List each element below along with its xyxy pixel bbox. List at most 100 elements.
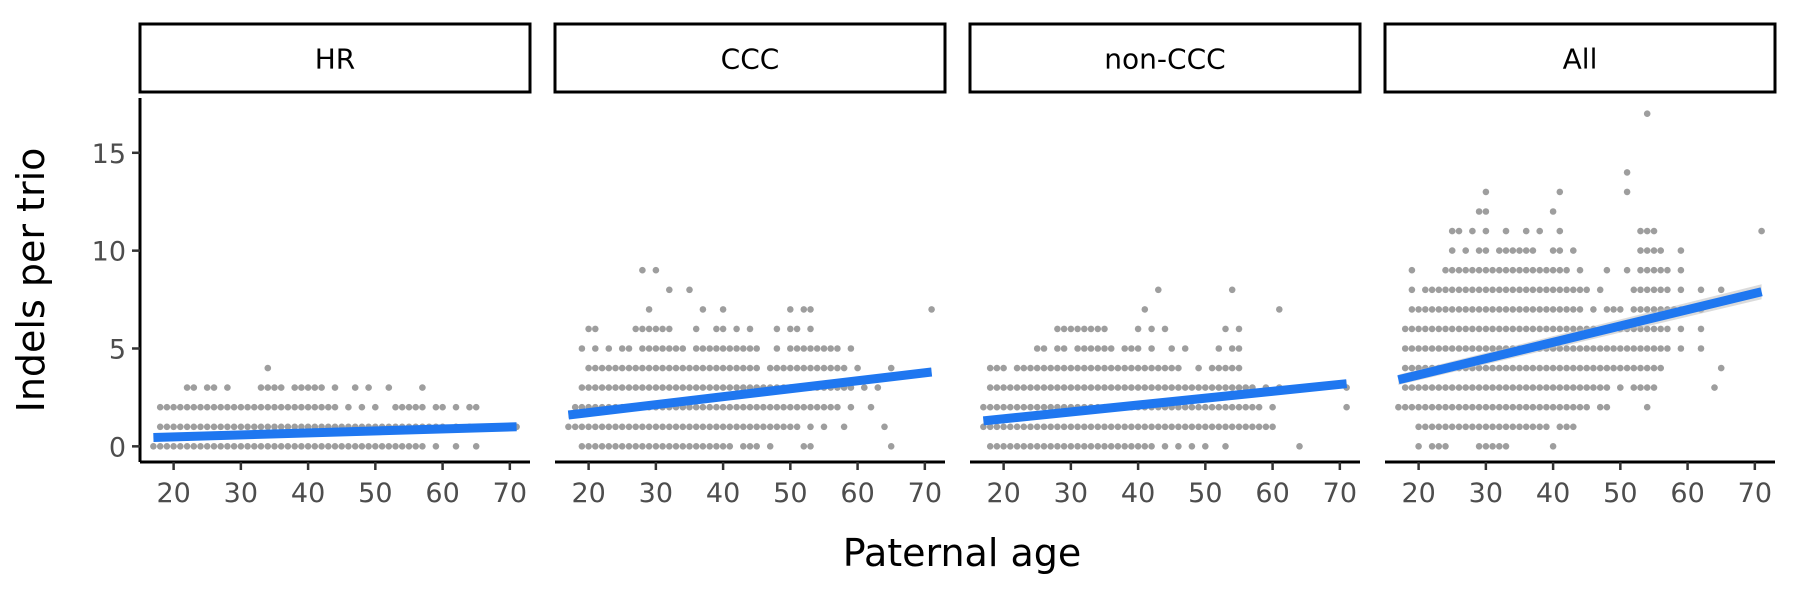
data-point (405, 403, 413, 411)
data-point (1543, 384, 1550, 391)
data-point (1469, 325, 1476, 333)
data-point (203, 403, 211, 411)
data-point (1148, 345, 1155, 352)
data-point (585, 384, 592, 391)
data-point (807, 403, 814, 411)
data-point (1442, 423, 1449, 431)
data-point (1475, 208, 1483, 215)
data-point (1630, 364, 1638, 372)
data-point (1000, 443, 1007, 450)
data-point (1074, 443, 1081, 450)
data-point (1202, 443, 1209, 450)
data-point (1623, 345, 1631, 352)
data-point (210, 384, 218, 391)
data-point (1087, 325, 1095, 333)
data-point (1610, 306, 1617, 313)
data-point (1643, 384, 1651, 391)
facet-title: non-CCC (1104, 43, 1225, 76)
data-point (1047, 423, 1054, 431)
data-point (1617, 306, 1624, 313)
data-point (1637, 345, 1644, 352)
data-point (672, 364, 680, 372)
facet-strip (968, 22, 1362, 94)
data-point (1482, 364, 1490, 372)
data-point (625, 423, 633, 431)
data-point (392, 403, 399, 411)
data-point (578, 345, 586, 352)
data-point (1181, 403, 1189, 411)
data-point (1054, 364, 1061, 372)
data-point (1276, 306, 1283, 313)
data-point (385, 384, 393, 391)
data-point (1637, 286, 1644, 294)
data-point (1603, 403, 1611, 411)
data-point (753, 345, 760, 352)
data-point (645, 306, 653, 313)
data-point (1529, 403, 1537, 411)
data-point (1469, 403, 1476, 411)
data-point (719, 306, 727, 313)
data-point (1087, 384, 1095, 391)
data-point (1637, 247, 1644, 254)
data-point (592, 443, 599, 450)
data-point (163, 423, 171, 431)
data-point (224, 403, 231, 411)
x-tick-label: 30 (639, 478, 673, 509)
data-point (1650, 384, 1658, 391)
data-point (672, 443, 680, 450)
data-point (1502, 403, 1510, 411)
data-point (1475, 266, 1483, 274)
data-point (217, 403, 224, 411)
data-point (1401, 325, 1409, 333)
data-point (740, 345, 747, 352)
data-point (807, 306, 814, 313)
data-point (325, 403, 332, 411)
data-point (639, 443, 646, 450)
facet-title: HR (315, 43, 356, 76)
data-point (1469, 227, 1476, 235)
data-point (1047, 364, 1054, 372)
facet-title: All (1563, 43, 1598, 76)
data-point (1408, 325, 1416, 333)
data-point (1422, 423, 1429, 431)
data-point (1617, 345, 1624, 352)
data-point (1081, 384, 1088, 391)
data-point (1556, 306, 1564, 313)
data-point (197, 443, 204, 450)
data-point (1549, 286, 1557, 294)
data-point (800, 403, 808, 411)
data-point (1697, 325, 1705, 333)
data-point (1168, 384, 1175, 391)
x-tick-label: 70 (1738, 478, 1772, 509)
data-point (1027, 443, 1034, 450)
data-point (1074, 423, 1081, 431)
data-point (592, 364, 599, 372)
data-point (1442, 325, 1449, 333)
data-point (264, 403, 272, 411)
data-point (190, 423, 198, 431)
data-point (1020, 443, 1028, 450)
data-point (1657, 345, 1664, 352)
data-point (190, 403, 198, 411)
data-point (1195, 364, 1202, 372)
data-point (251, 423, 258, 431)
facet-panel: HR 20 30 40 50 60 70 0 5 10 15 (92, 22, 532, 509)
data-point (659, 325, 666, 333)
data-point (1040, 345, 1048, 352)
data-point (1522, 227, 1530, 235)
facet-strip (1383, 22, 1777, 94)
data-point (1087, 443, 1095, 450)
data-point (733, 384, 740, 391)
data-point (1717, 286, 1725, 294)
data-point (1168, 423, 1175, 431)
data-point (1563, 325, 1570, 333)
data-point (766, 403, 774, 411)
data-point (659, 423, 666, 431)
data-point (713, 423, 720, 431)
data-point (1081, 364, 1088, 372)
data-point (298, 423, 305, 431)
data-point (1175, 364, 1182, 372)
data-point (766, 423, 774, 431)
data-point (1529, 364, 1537, 372)
